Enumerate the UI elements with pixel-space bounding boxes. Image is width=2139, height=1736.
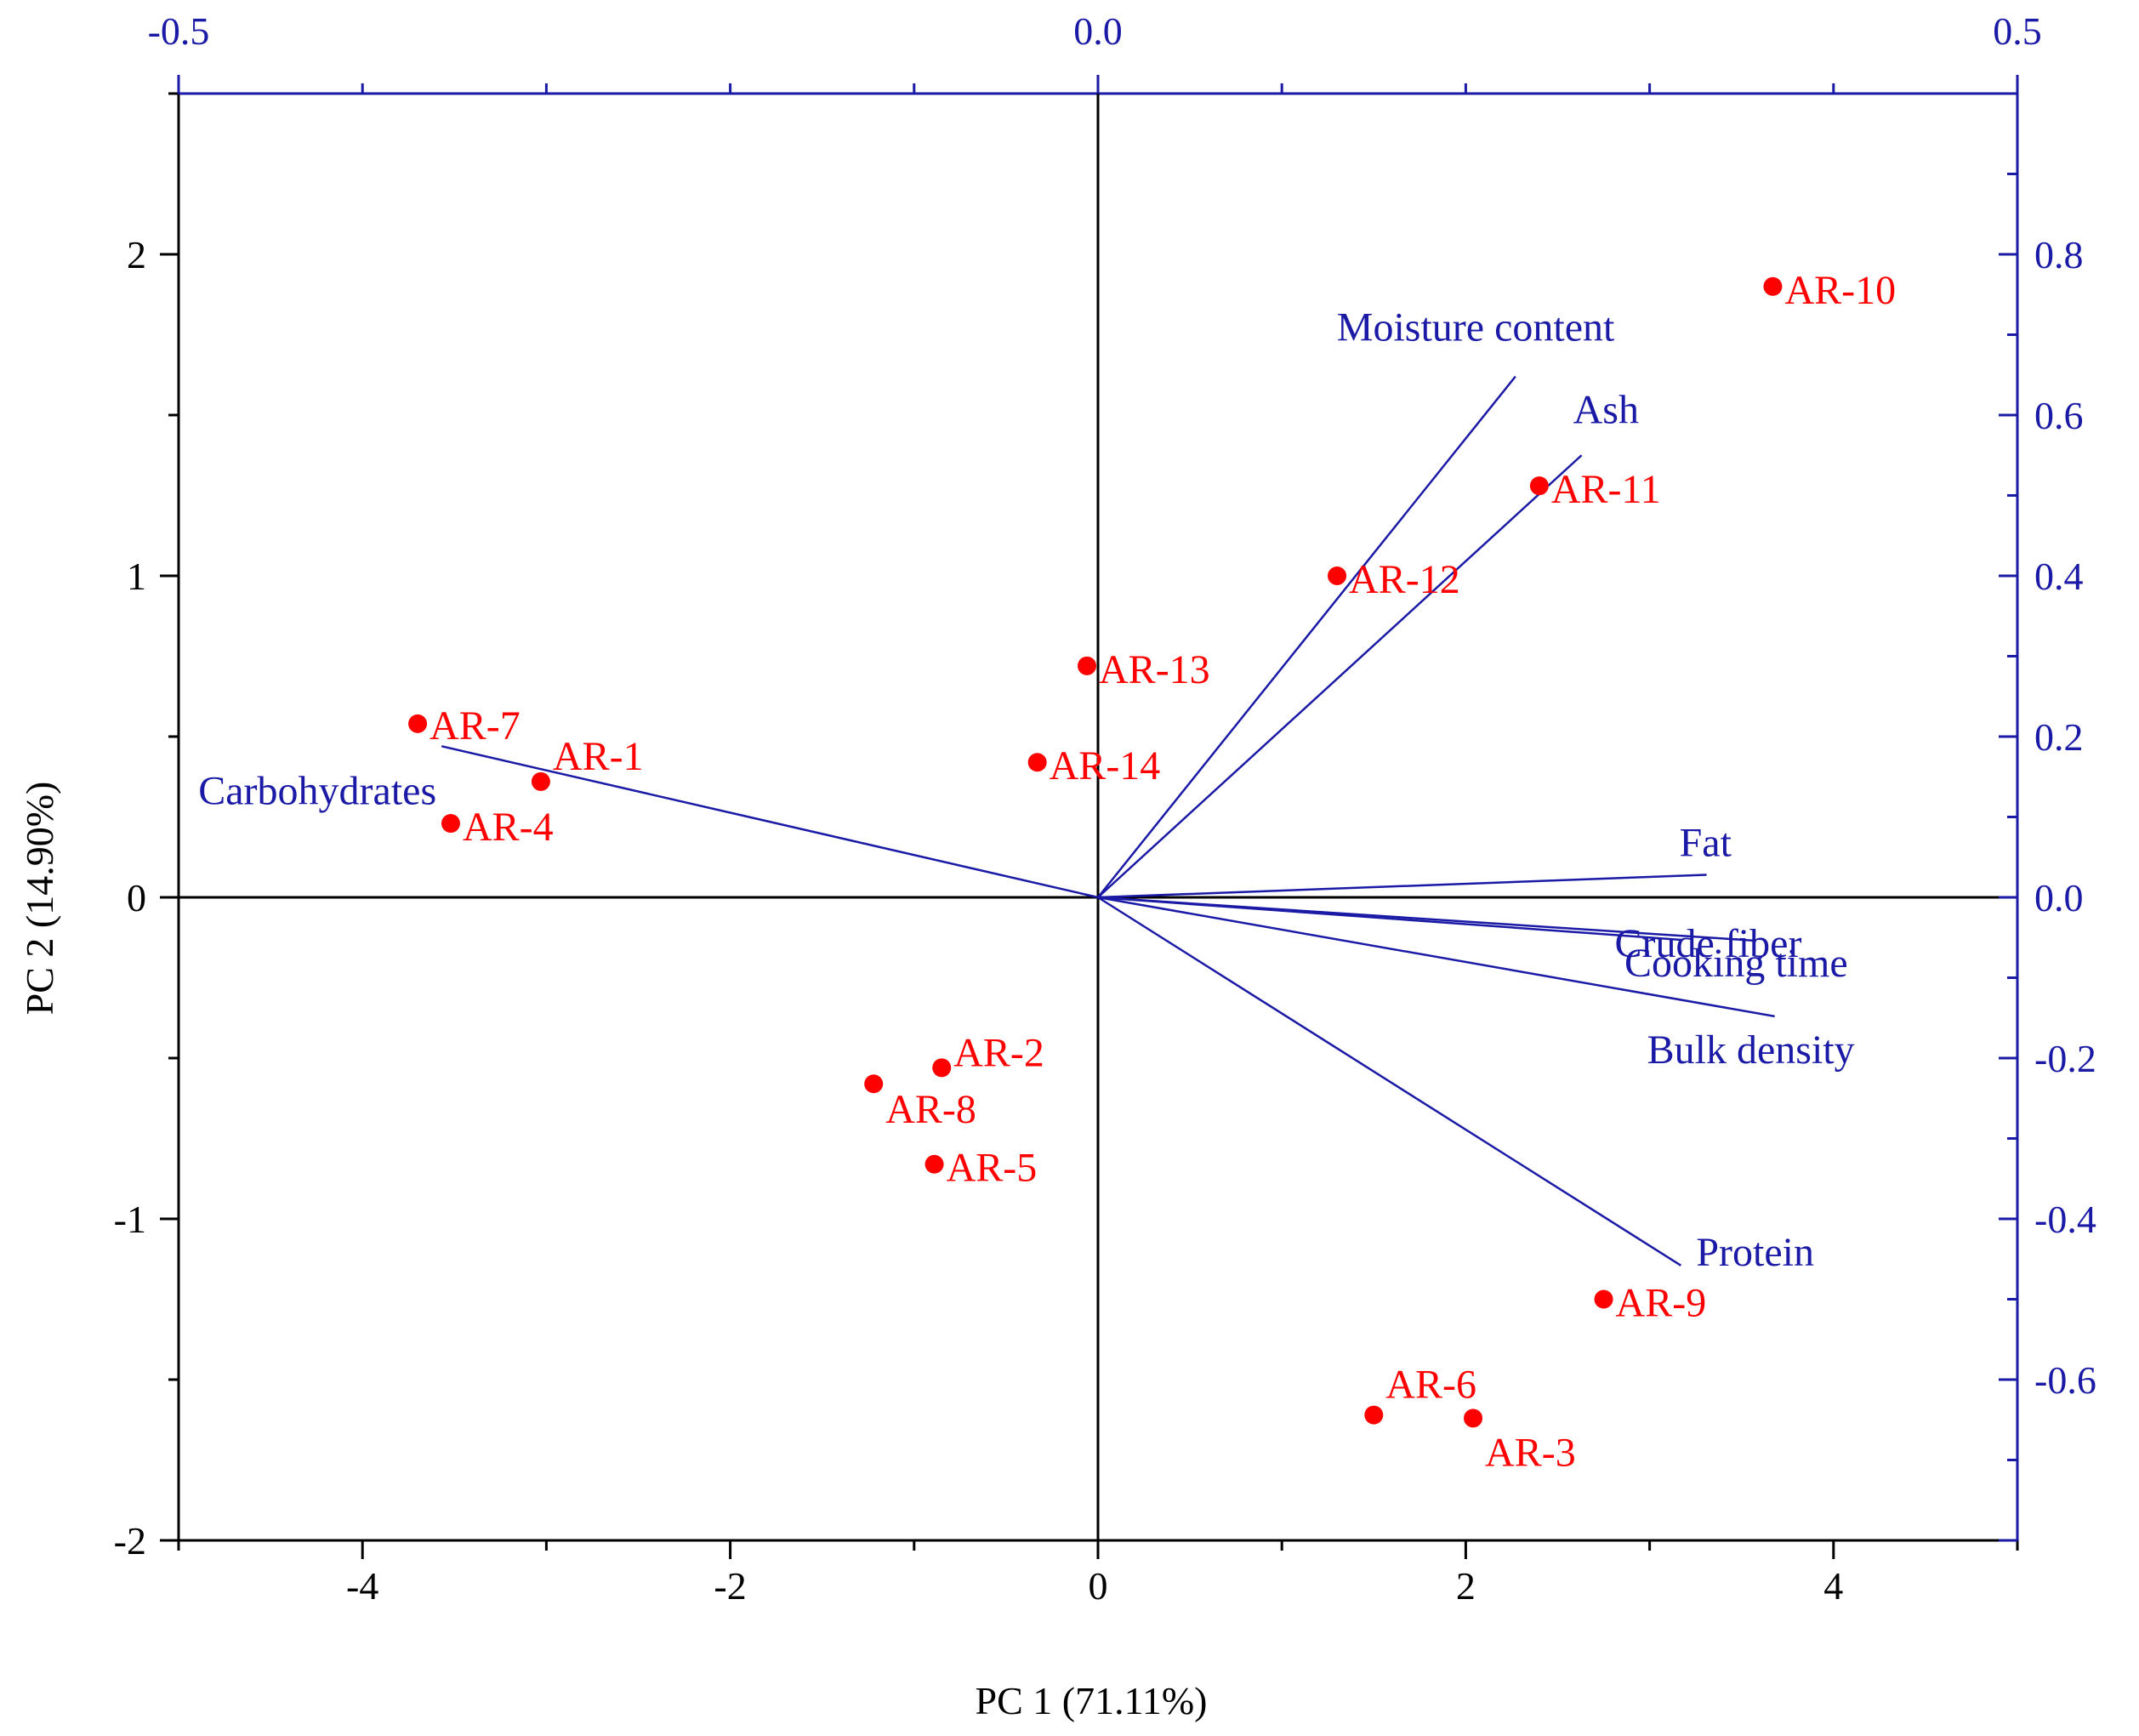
score-point <box>441 814 460 834</box>
score-point <box>924 1154 944 1174</box>
right-tick-label: -0.4 <box>2034 1198 2096 1241</box>
right-tick-label: 0.4 <box>2034 555 2084 598</box>
score-point <box>1763 276 1783 296</box>
score-label: AR-13 <box>1099 647 1210 692</box>
score-point <box>408 714 428 733</box>
loading-vector <box>1097 896 1775 1018</box>
loading-vector <box>1097 874 1707 899</box>
score-label: AR-14 <box>1050 743 1161 788</box>
right-tick-label: 0.0 <box>2034 876 2084 919</box>
loading-vector <box>1097 375 1516 898</box>
score-label: AR-3 <box>1485 1430 1576 1475</box>
right-tick-label: 0.6 <box>2034 394 2084 437</box>
score-point <box>1464 1409 1483 1428</box>
axis-ticks: -4 -2 0 2 4 -2 -1 0 1 2 -0.5 0.0 0.5 -0.6 -0.4 -0.2 0.0 0… <box>114 9 2096 1608</box>
top-tick-label: 0.5 <box>1993 9 2042 53</box>
y-tick-label: -1 <box>114 1198 146 1241</box>
x-tick-label: 0 <box>1089 1564 1108 1608</box>
loading-label: Ash <box>1573 387 1639 432</box>
score-label: AR-5 <box>947 1146 1038 1191</box>
right-tick-label: 0.2 <box>2034 715 2084 759</box>
score-point <box>864 1074 884 1094</box>
score-point <box>1027 753 1047 772</box>
loading-label: Bulk density <box>1647 1027 1855 1073</box>
score-label: AR-1 <box>553 734 644 779</box>
score-point <box>1364 1405 1384 1425</box>
x-axis-title: PC 1 (71.11%) <box>975 1679 1207 1722</box>
score-point <box>932 1058 952 1078</box>
score-point <box>1078 656 1097 675</box>
y-axis-title: PC 2 (14.90%) <box>18 782 61 1016</box>
right-tick-label: 0.8 <box>2034 233 2084 276</box>
loading-vector <box>1097 896 1757 942</box>
score-label: AR-2 <box>953 1030 1044 1075</box>
right-tick-label: -0.6 <box>2034 1358 2096 1402</box>
loading-label: Protein <box>1696 1230 1814 1275</box>
score-label: AR-4 <box>463 805 554 850</box>
loading-vector <box>1097 454 1583 898</box>
loading-label: Carbohydrates <box>198 768 436 813</box>
score-label: AR-7 <box>430 703 521 748</box>
loading-label: Crude fiber <box>1615 921 1802 966</box>
loading-label: Cooking time <box>1624 941 1848 986</box>
loading-label: Fat <box>1680 821 1732 866</box>
loading-label: Moisture content <box>1337 305 1615 350</box>
score-label: AR-11 <box>1551 467 1661 512</box>
score-point <box>1328 566 1347 585</box>
loading-vector <box>1097 896 1682 1266</box>
right-tick-label: -0.2 <box>2034 1037 2096 1080</box>
y-tick-label: 2 <box>127 233 146 276</box>
score-label: AR-9 <box>1616 1281 1707 1326</box>
x-tick-label: 4 <box>1823 1564 1843 1608</box>
x-tick-label: -4 <box>346 1564 378 1608</box>
score-label: AR-10 <box>1784 268 1896 313</box>
score-points <box>408 276 1783 1428</box>
loading-vector <box>441 745 1099 899</box>
y-tick-label: 0 <box>127 876 146 919</box>
score-label: AR-6 <box>1385 1363 1476 1408</box>
score-point <box>1529 476 1549 496</box>
score-label: AR-8 <box>885 1087 976 1132</box>
loading-vectors <box>441 375 1775 1266</box>
y-tick-label: 1 <box>127 555 146 598</box>
top-tick-label: -0.5 <box>148 9 210 53</box>
point-labels: Moisture content Ash Carbohydrates Fat Crude… <box>198 268 1896 1476</box>
score-label: AR-12 <box>1349 557 1460 602</box>
score-point <box>531 771 550 791</box>
y-tick-label: -2 <box>114 1519 146 1562</box>
x-tick-label: 2 <box>1456 1564 1476 1608</box>
x-tick-label: -2 <box>714 1564 746 1608</box>
top-tick-label: 0.0 <box>1073 9 1123 53</box>
score-point <box>1594 1289 1613 1309</box>
